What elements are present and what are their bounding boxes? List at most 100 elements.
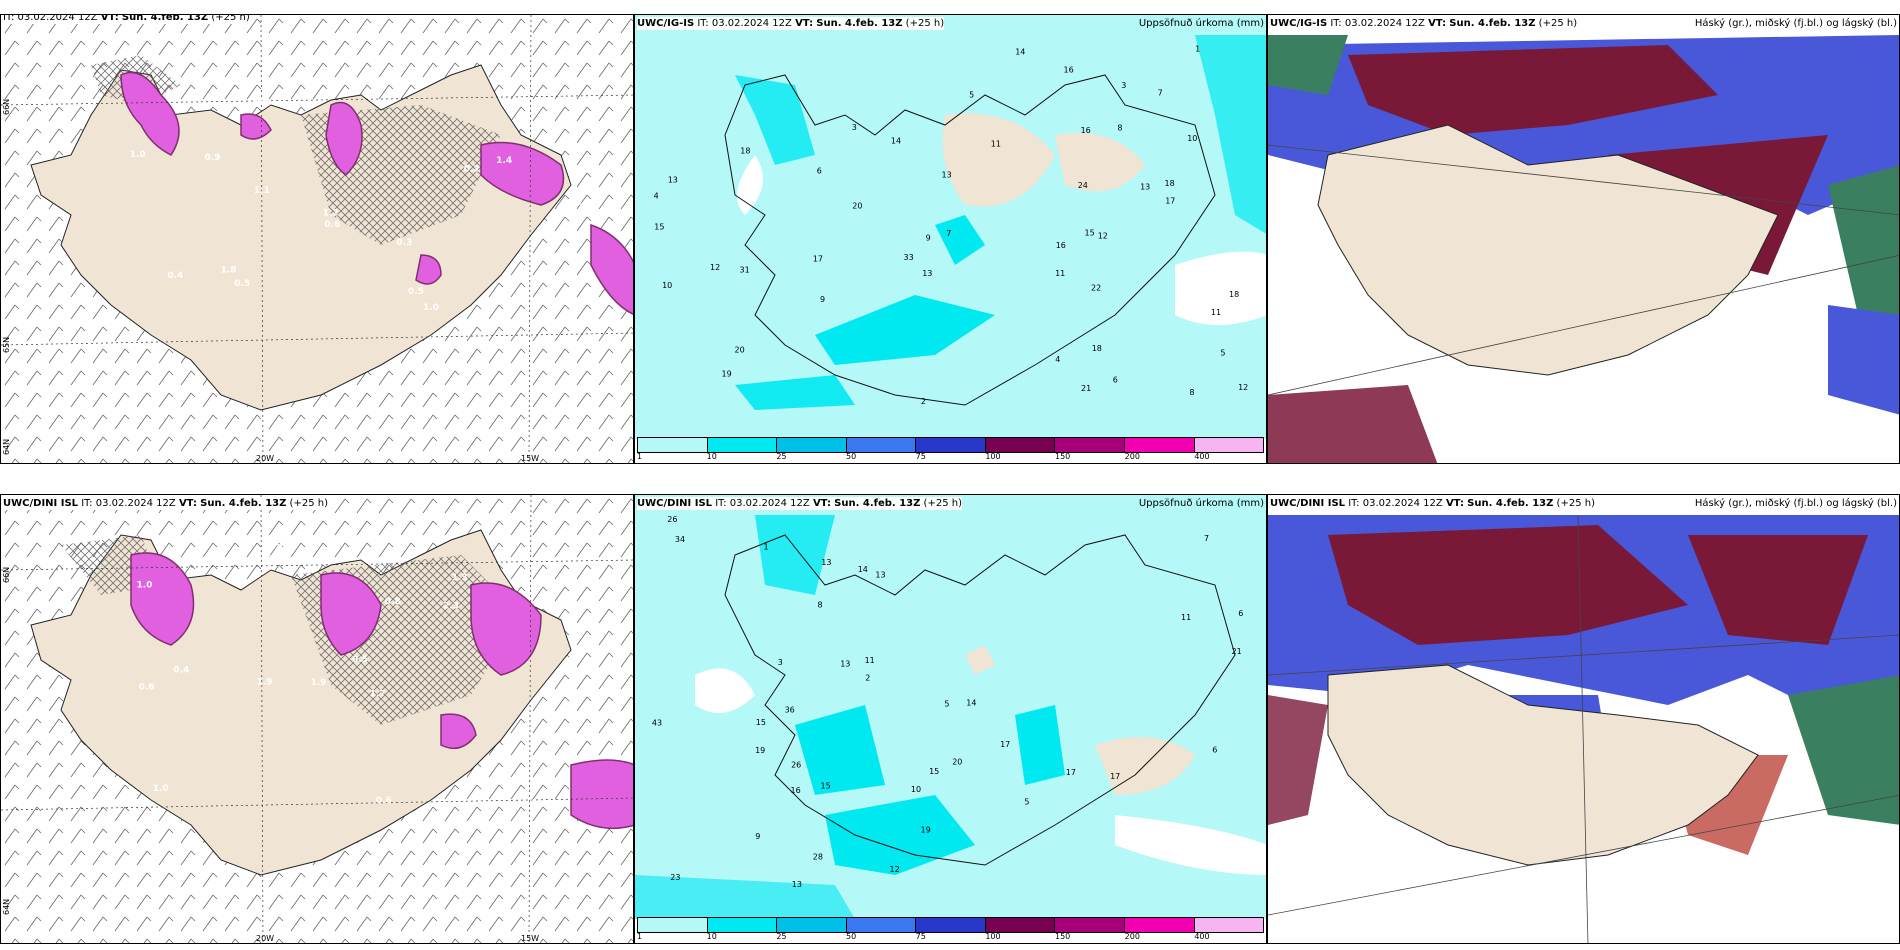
map-value-label: 17 <box>813 254 823 263</box>
map-value-label: 1.4 <box>496 156 512 166</box>
colorbar-swatch <box>985 918 1056 932</box>
colorbar-swatches <box>637 917 1264 933</box>
map-value-label: 18 <box>1229 290 1239 299</box>
map-value-label: 8 <box>818 600 823 609</box>
vt-value: Sun. 4.feb. 13Z <box>834 498 921 509</box>
panel-header: UWC/DINI ISL IT: 03.02.2024 12Z VT: Sun.… <box>3 497 328 510</box>
map-value-label: 5 <box>1220 348 1225 357</box>
map-value-label: 1.0 <box>153 784 169 794</box>
it-value: 03.02.2024 12Z <box>729 498 810 509</box>
map-value-label: 1.0 <box>130 150 146 160</box>
colorbar-swatch <box>916 918 986 932</box>
map-value-label: 8 <box>1189 388 1194 397</box>
map-value-label: 5 <box>1024 798 1029 807</box>
map-value-label: 12 <box>1238 383 1248 392</box>
colorbar-swatch <box>707 918 778 932</box>
map-value-label: 2.3 <box>443 601 459 611</box>
colorbar-tick-label: 1 <box>637 932 643 941</box>
it-label: IT: <box>715 498 727 509</box>
panel-precip-igis: 11 18 13 11 4 8 18 13 5 6 15 16 10 22 9 8 7 12 3 14 13 15 24 16… <box>634 14 1267 464</box>
map-value-label: 20 <box>952 758 962 767</box>
map-value-label: 1.7 <box>370 690 386 700</box>
colorbar-swatch <box>985 438 1056 452</box>
model-label: UWC/DINI ISL <box>1270 498 1346 509</box>
map-value-label: 18 <box>740 147 750 156</box>
map-value-label: 21 <box>1081 384 1091 393</box>
it-label: IT: <box>1348 498 1360 509</box>
colorbar-swatch <box>1124 438 1195 452</box>
map-value-label: 33 <box>904 253 914 262</box>
map-value-label: 17 <box>1165 197 1175 206</box>
vt-label: VT: <box>1445 498 1464 509</box>
map-value-label: 26 <box>791 760 801 769</box>
precip-colorbar: 1 10 25 50 75 100 150 200 400 <box>635 917 1266 943</box>
colorbar-swatch <box>777 438 847 452</box>
map-value-label: 20 <box>735 345 745 354</box>
vt-value: Sun. 4.feb. 13Z <box>1467 498 1554 509</box>
map-value-label: 1.0 <box>423 303 439 313</box>
map-value-label: 19 <box>755 746 765 755</box>
map-value-label: 16 <box>1064 66 1074 75</box>
map-value-label: 3 <box>778 658 783 667</box>
map-value-label: 17 <box>1000 740 1010 749</box>
lead-time: (+25 h) <box>905 18 945 29</box>
map-value-label: 12 <box>710 263 720 272</box>
colorbar-tick-label: 10 <box>706 452 717 461</box>
colorbar-swatch <box>1194 918 1264 932</box>
lat-label-66n: 66N <box>2 566 11 583</box>
vt-value: Sun. 4.feb. 13Z <box>816 18 903 29</box>
map-value-label: 36 <box>785 706 795 715</box>
lead-time: (+25 h) <box>211 14 250 23</box>
colorbar-tick-label: 75 <box>915 932 926 941</box>
panel-header: UWC/DINI ISL IT: 03.02.2024 12Z VT: Sun.… <box>637 497 962 510</box>
map-value-label: 0.5 <box>408 287 424 297</box>
it-label: IT: <box>1330 18 1342 29</box>
map-value-label: 10 <box>1187 134 1197 143</box>
map-value-label: 12 <box>890 865 900 874</box>
map-value-label: 1.0 <box>137 581 153 591</box>
colorbar-tick-label: 150 <box>1055 452 1071 461</box>
map-value-label: 4 <box>654 192 659 201</box>
map-value-label: 7 <box>946 229 951 238</box>
vt-label: VT: <box>178 498 197 509</box>
map-value-label: 12 <box>1098 232 1108 241</box>
colorbar-swatch <box>846 918 917 932</box>
lead-time: (+25 h) <box>1556 498 1595 509</box>
map-value-label: 9 <box>755 832 760 841</box>
map-value-label: 1.1 <box>254 186 270 196</box>
colorbar-tick-label: 50 <box>846 932 857 941</box>
map-value-label: 0.8 <box>385 597 401 607</box>
map-value-label: 1.9 <box>257 678 273 688</box>
lat-label-66n: 66N <box>2 98 11 115</box>
map-value-label: 6 <box>817 167 822 176</box>
map-value-label: 0.6 <box>376 796 392 806</box>
map-value-label: 5 <box>969 91 974 100</box>
map-value-label: 2.2 <box>255 553 271 563</box>
colorbar-tick-label: 400 <box>1194 932 1210 941</box>
map-value-label: 0.6 <box>139 683 155 693</box>
colorbar-ticks: 1 10 25 50 75 100 150 200 400 <box>637 452 1264 462</box>
map-value-label: 0.4 <box>167 271 183 281</box>
map-value-label: 1 <box>1195 44 1200 53</box>
it-label: IT: <box>3 14 15 23</box>
map-value-label: 9 <box>820 295 825 304</box>
map-value-label: 3 <box>1121 81 1126 90</box>
map-value-label: 19 <box>921 825 931 834</box>
coastline <box>724 74 1216 406</box>
colorbar-tick-label: 200 <box>1124 932 1140 941</box>
panel-title: Uppsöfnuð úrkoma (mm) <box>1138 18 1264 29</box>
map-value-label: 5 <box>944 700 949 709</box>
lead-time: (+25 h) <box>923 498 962 509</box>
map-value-label: 15 <box>654 223 664 232</box>
colorbar-swatch <box>1124 918 1195 932</box>
lead-time: (+25 h) <box>1538 18 1578 29</box>
precip-colorbar: 1 10 25 50 75 100 150 200 400 <box>635 437 1266 463</box>
map-value-label: 6 <box>1212 746 1217 755</box>
map-value-label: 3 <box>852 123 857 132</box>
map-value-label: 0.7 <box>568 203 584 213</box>
map-value-label: 28 <box>813 852 823 861</box>
map-value-label: 22 <box>1091 284 1101 293</box>
map-value-label: 11 <box>1211 308 1221 317</box>
vt-value: Sun. 4.feb. 13Z <box>200 498 287 509</box>
